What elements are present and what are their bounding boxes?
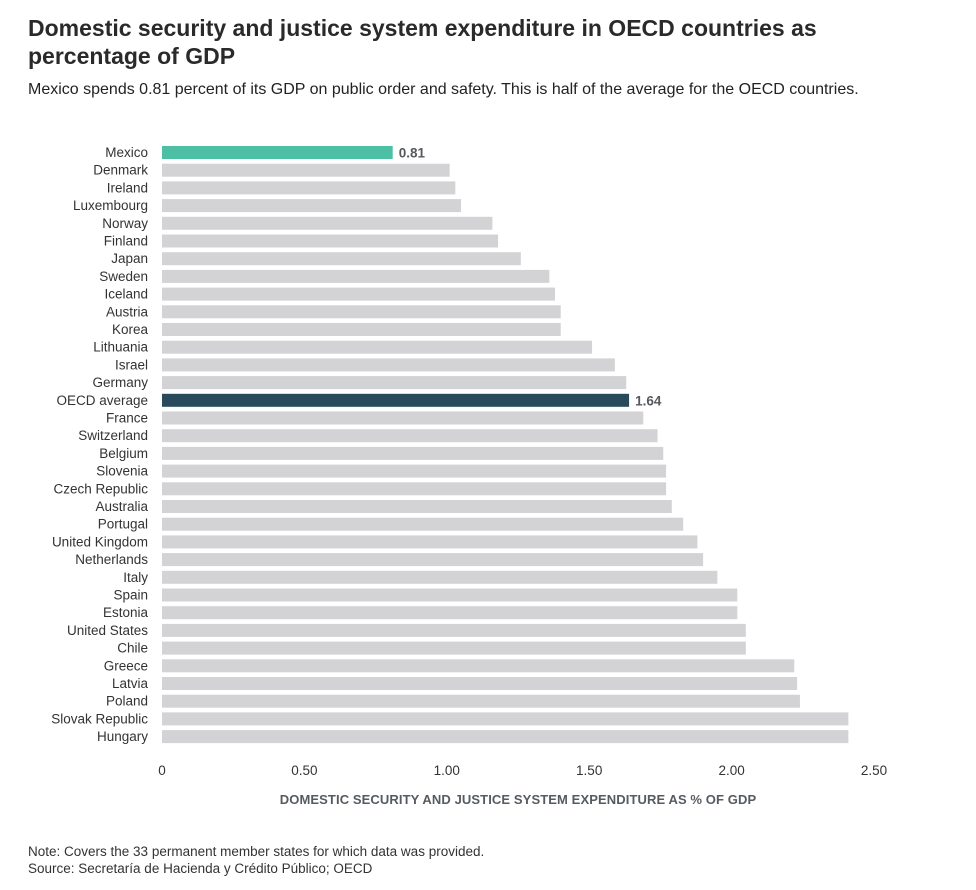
- bar-belgium: [162, 446, 664, 460]
- bar-lithuania: [162, 340, 593, 354]
- category-label-latvia: Latvia: [112, 676, 149, 691]
- bar-luxembourg: [162, 199, 462, 213]
- category-label-germany: Germany: [92, 375, 148, 390]
- value-labels: 0.81 1.64: [399, 146, 662, 409]
- bar-austria: [162, 305, 561, 319]
- bar-sweden: [162, 269, 550, 283]
- category-label-sweden: Sweden: [99, 269, 148, 284]
- category-label-austria: Austria: [106, 304, 149, 319]
- bar-korea: [162, 323, 561, 336]
- bar-greece: [162, 659, 795, 673]
- category-label-portugal: Portugal: [98, 517, 148, 532]
- bar-ireland: [162, 181, 456, 195]
- category-label-israel: Israel: [115, 357, 148, 372]
- category-label-korea: Korea: [112, 322, 149, 337]
- bar-chile: [162, 641, 746, 655]
- bar-united-states: [162, 623, 746, 637]
- category-label-finland: Finland: [104, 234, 148, 249]
- x-tick-label: 1.00: [434, 763, 460, 778]
- x-tick-label: 0.50: [291, 763, 317, 778]
- bar-czech-republic: [162, 482, 667, 496]
- x-tick-label: 0: [158, 763, 166, 778]
- bar-hungary: [162, 730, 849, 744]
- category-label-iceland: Iceland: [104, 287, 148, 302]
- bar-oecd-average: [162, 393, 630, 407]
- category-label-united-states: United States: [67, 623, 148, 638]
- category-label-oecd-average: OECD average: [56, 393, 148, 408]
- bar-iceland: [162, 287, 556, 301]
- bar-france: [162, 411, 644, 425]
- category-label-luxembourg: Luxembourg: [73, 198, 148, 213]
- source-line: Source: Secretaría de Hacienda y Crédito…: [28, 861, 373, 876]
- bar-germany: [162, 376, 627, 390]
- category-label-denmark: Denmark: [93, 163, 148, 178]
- footnote: Note: Covers the 33 permanent member sta…: [28, 844, 485, 859]
- category-label-netherlands: Netherlands: [75, 552, 148, 567]
- bar-spain: [162, 588, 738, 602]
- bars-group: [162, 146, 849, 744]
- category-label-belgium: Belgium: [99, 446, 148, 461]
- bar-italy: [162, 570, 718, 584]
- bar-australia: [162, 500, 672, 513]
- x-axis-ticks: 0 0.50 1.00 1.50 2.00 2.50: [158, 763, 887, 778]
- bar-netherlands: [162, 553, 704, 567]
- category-label-slovak-republic: Slovak Republic: [51, 711, 148, 726]
- x-tick-label: 1.50: [576, 763, 602, 778]
- category-label-poland: Poland: [106, 694, 148, 709]
- category-label-australia: Australia: [95, 499, 148, 514]
- x-tick-label: 2.50: [861, 763, 887, 778]
- x-axis-label: DOMESTIC SECURITY AND JUSTICE SYSTEM EXP…: [279, 792, 757, 807]
- category-label-ireland: Ireland: [107, 180, 148, 195]
- bar-finland: [162, 234, 499, 248]
- category-label-czech-republic: Czech Republic: [53, 481, 148, 496]
- category-label-lithuania: Lithuania: [93, 340, 148, 355]
- category-label-slovenia: Slovenia: [96, 464, 148, 479]
- category-label-chile: Chile: [117, 641, 148, 656]
- category-label-japan: Japan: [111, 251, 148, 266]
- category-labels: Mexico Denmark Ireland Luxembourg Norway Finl…: [51, 145, 148, 744]
- category-label-norway: Norway: [102, 216, 148, 231]
- bar-mexico: [162, 146, 393, 159]
- bar-united-kingdom: [162, 535, 698, 549]
- bar-japan: [162, 252, 521, 266]
- bar-portugal: [162, 517, 684, 531]
- category-label-united-kingdom: United Kingdom: [52, 534, 148, 549]
- x-tick-label: 2.00: [718, 763, 744, 778]
- bar-switzerland: [162, 429, 658, 443]
- bar-denmark: [162, 163, 450, 177]
- chart-title: Domestic security and justice system exp…: [28, 15, 817, 69]
- value-label-mexico: 0.81: [399, 146, 426, 161]
- category-label-switzerland: Switzerland: [78, 428, 148, 443]
- category-label-spain: Spain: [113, 588, 148, 603]
- bar-poland: [162, 694, 800, 708]
- bar-estonia: [162, 606, 738, 620]
- category-label-italy: Italy: [123, 570, 148, 585]
- category-label-france: France: [106, 411, 148, 426]
- value-label-oecd-average: 1.64: [635, 393, 662, 408]
- bar-norway: [162, 216, 493, 230]
- bar-latvia: [162, 677, 798, 690]
- category-label-hungary: Hungary: [97, 729, 148, 744]
- bar-israel: [162, 358, 615, 372]
- category-label-mexico: Mexico: [105, 145, 148, 160]
- category-label-estonia: Estonia: [103, 605, 149, 620]
- bar-slovenia: [162, 464, 667, 478]
- chart-subtitle: Mexico spends 0.81 percent of its GDP on…: [28, 81, 859, 98]
- category-label-greece: Greece: [104, 658, 148, 673]
- bar-slovak-republic: [162, 712, 849, 726]
